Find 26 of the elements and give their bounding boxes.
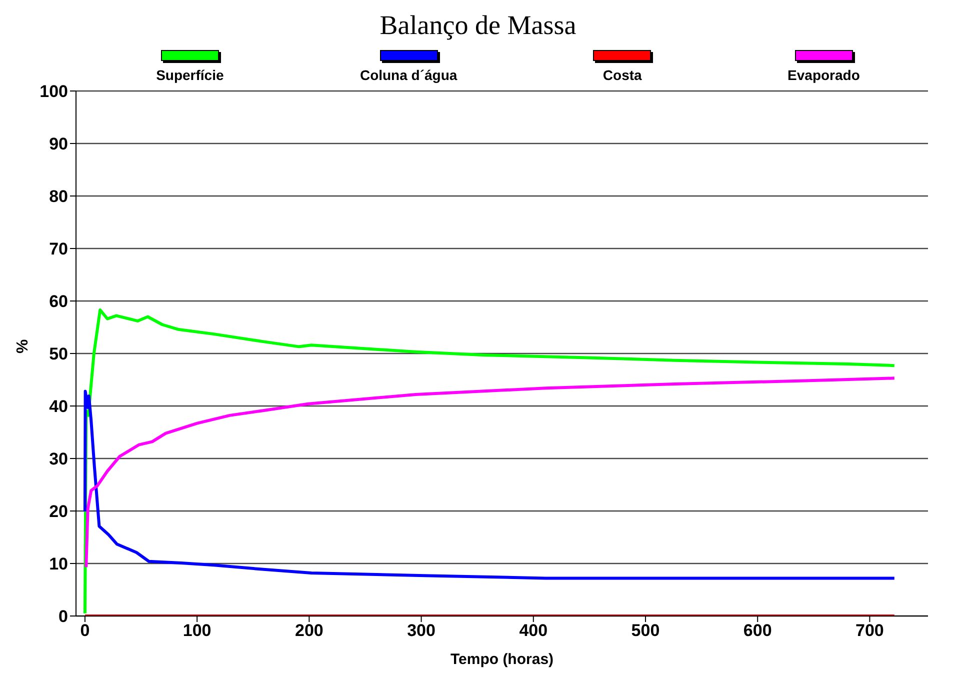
y-tick-label: 0 (58, 607, 68, 626)
y-tick-label: 30 (49, 450, 68, 469)
legend-label: Evaporado (788, 67, 860, 83)
x-tick-label: 300 (407, 621, 436, 640)
legend-label: Costa (602, 67, 642, 83)
y-tick-label: 60 (49, 292, 68, 312)
x-tick-label: 700 (856, 621, 884, 640)
y-tick-label: 70 (49, 240, 68, 259)
y-tick-label: 90 (49, 134, 68, 154)
legend-label: Coluna d´água (360, 67, 458, 83)
y-tick-label: 20 (49, 502, 68, 522)
y-tick-label: 10 (49, 554, 68, 574)
legend-label: Superfície (156, 67, 224, 83)
y-tick-label: 40 (49, 397, 68, 416)
x-tick-label: 400 (519, 621, 548, 640)
y-axis-title: % (14, 339, 32, 354)
x-tick-label: 100 (182, 621, 212, 640)
x-tick-label: 0 (80, 621, 90, 640)
x-axis-title: Tempo (horas) (450, 651, 554, 668)
x-tick-label: 600 (743, 621, 772, 640)
y-tick-label: 50 (49, 344, 68, 364)
chart-title: Balanço de Massa (378, 9, 578, 42)
y-tick-label: 100 (40, 82, 68, 102)
x-tick-label: 500 (631, 621, 660, 640)
x-tick-label: 200 (294, 621, 324, 640)
y-tick-label: 80 (49, 187, 68, 206)
